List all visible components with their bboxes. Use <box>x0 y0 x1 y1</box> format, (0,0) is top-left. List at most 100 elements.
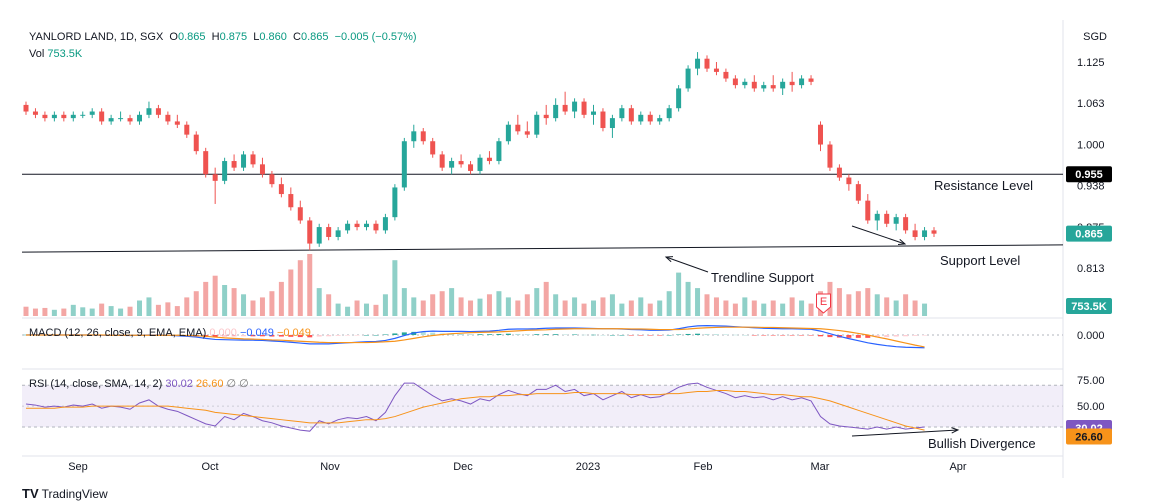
open-value: 0.865 <box>177 31 206 43</box>
candle-body <box>307 220 313 244</box>
macd-hist-bar <box>704 333 710 335</box>
volume-bar <box>61 308 67 316</box>
resistance-tag-bg <box>1066 166 1112 183</box>
candle-body <box>316 227 322 244</box>
volume-bar <box>316 288 322 316</box>
macd-hist-bar <box>855 335 861 338</box>
candle-body <box>657 118 663 122</box>
candle-body <box>411 131 417 142</box>
macd-hist-bar <box>354 335 360 336</box>
candle-body <box>732 78 738 86</box>
macd-hist-value: 0.000 <box>209 327 237 339</box>
rsi-value: 30.02 <box>165 378 193 390</box>
macd-hist-bar <box>212 335 218 338</box>
volume-bar <box>751 300 757 316</box>
candle-body <box>713 68 719 72</box>
candle-body <box>345 223 351 231</box>
volume-bar <box>893 300 899 316</box>
macd-hist-bar <box>770 335 776 336</box>
macd-hist-bar <box>420 332 426 335</box>
volume-bar <box>250 300 256 316</box>
resistance-annotation: Resistance Level <box>934 178 1033 193</box>
volume-bar <box>808 303 814 316</box>
volume-bar <box>146 297 152 316</box>
price-tick: 1.125 <box>1077 57 1105 69</box>
macd-legend-label: MACD (12, 26, close, 9, EMA, EMA) <box>29 327 207 339</box>
macd-hist-bar <box>259 335 265 337</box>
volume-bar <box>524 294 530 316</box>
macd-hist-bar <box>543 334 549 335</box>
candle-body <box>184 124 190 135</box>
candle-body <box>382 217 388 231</box>
macd-hist-bar <box>874 335 880 338</box>
candle-body <box>874 213 880 221</box>
macd-hist-bar <box>496 333 502 335</box>
candle-body <box>808 78 814 82</box>
candle-body <box>364 223 369 228</box>
candle-body <box>543 114 549 119</box>
macd-hist-bar <box>609 335 615 336</box>
low-value: 0.860 <box>259 31 287 43</box>
candle-body <box>212 174 218 181</box>
tradingview-logo[interactable]: TV TradingView <box>22 486 108 501</box>
macd-hist-bar <box>695 333 701 335</box>
candle-body <box>931 230 937 234</box>
volume-bar <box>761 303 767 316</box>
volume-bar <box>99 303 105 316</box>
candle-body <box>326 227 332 237</box>
candle-body <box>591 111 596 115</box>
candle-body <box>222 161 228 181</box>
candle-body <box>269 174 275 185</box>
macd-hist-bar <box>742 335 748 336</box>
volume-bar <box>382 294 388 316</box>
candle-body <box>392 187 398 218</box>
candle-body <box>893 217 899 224</box>
candle-body <box>628 108 634 122</box>
macd-hist-bar <box>666 335 672 336</box>
macd-hist-bar <box>382 334 388 335</box>
volume-bar <box>137 300 142 316</box>
volume-bar <box>685 281 691 316</box>
volume-bar <box>638 297 644 316</box>
volume-bar <box>922 303 928 316</box>
volume-bar <box>836 288 842 316</box>
candle-body <box>32 111 38 115</box>
candle-body <box>486 157 492 162</box>
macd-hist-bar <box>468 334 474 335</box>
candle-body <box>468 164 474 171</box>
symbol-label: YANLORD LAND, 1D, SGX <box>29 31 164 43</box>
macd-hist-bar <box>269 335 275 337</box>
volume-bar <box>401 288 407 316</box>
rsi-line <box>25 382 925 432</box>
candle-body <box>420 131 426 142</box>
macd-hist-bar <box>449 333 455 335</box>
volume-bar <box>496 291 502 316</box>
time-tick: Apr <box>949 461 966 473</box>
macd-hist-bar <box>846 335 852 338</box>
rsi-divergence-arrow <box>851 429 959 437</box>
candle-body <box>912 230 918 237</box>
volume-tag-bg <box>1066 298 1112 314</box>
candle-body <box>666 108 672 119</box>
candle-body <box>51 114 57 119</box>
candle-body <box>458 161 464 165</box>
macd-hist-bar <box>657 335 663 336</box>
macd-hist-bar <box>307 335 313 338</box>
volume-bar <box>742 297 748 316</box>
macd-hist-bar <box>799 335 805 336</box>
price-tick: 1.063 <box>1077 98 1105 110</box>
volume-bar <box>420 300 426 316</box>
macd-hist-bar <box>893 335 899 337</box>
volume-bar <box>354 300 360 316</box>
candle-body <box>723 71 729 79</box>
volume-bar <box>118 308 124 316</box>
candle-body <box>297 207 303 221</box>
volume-bar <box>676 272 682 316</box>
volume-bar <box>231 288 237 316</box>
volume-bar <box>572 297 578 316</box>
macd-hist-bar <box>912 335 918 336</box>
volume-bar <box>297 260 303 316</box>
trendline-arrow-head <box>664 256 674 263</box>
volume-bar <box>562 300 568 316</box>
